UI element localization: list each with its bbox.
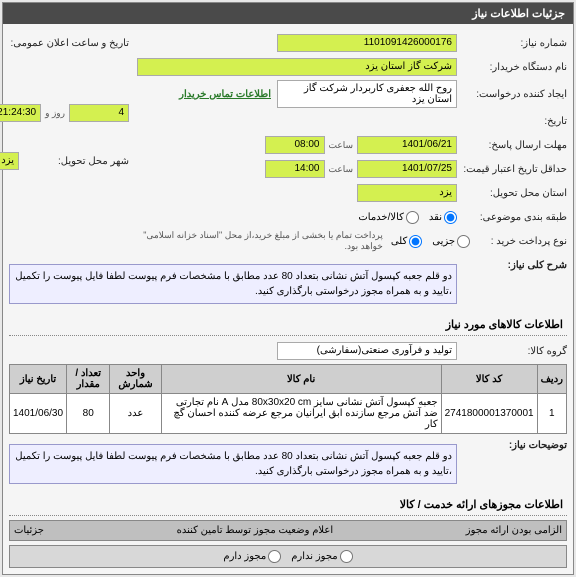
credit-date-field: 1401/07/25 bbox=[357, 160, 457, 178]
tx-city-field: یزد bbox=[0, 152, 19, 170]
settle-cash-radio[interactable] bbox=[444, 211, 457, 224]
pay-full-radio[interactable] bbox=[409, 235, 422, 248]
pay-full-option[interactable]: کلی bbox=[391, 235, 422, 248]
col-row: ردیف bbox=[537, 365, 566, 394]
goods-group-field: تولید و فرآوری صنعتی(سفارشی) bbox=[277, 342, 457, 360]
tx-province-label: استان محل تحویل: bbox=[457, 188, 567, 199]
permits-section-title: اطلاعات مجوزهای ارائه خدمت / کالا bbox=[9, 494, 567, 516]
time-label-1: ساعت bbox=[329, 140, 354, 151]
tx-province-field: یزد bbox=[357, 184, 457, 202]
col-unit: واحد شمارش bbox=[110, 365, 161, 394]
col-code: کد کالا bbox=[441, 365, 537, 394]
payment-radio-group: جزیی کلی bbox=[391, 235, 470, 248]
goods-notes-box: دو قلم جعبه کپسول آتش نشانی بتعداد 80 عد… bbox=[9, 444, 457, 484]
credit-time-field: 14:00 bbox=[265, 160, 325, 178]
pay-partial-radio[interactable] bbox=[457, 235, 470, 248]
need-details-panel: جزئیات اطلاعات نیاز شماره نیاز: 11010914… bbox=[2, 2, 574, 575]
panel-title: جزئیات اطلاعات نیاز bbox=[3, 3, 573, 24]
col-qty: تعداد / مقدار bbox=[67, 365, 110, 394]
reply-deadline-label: مهلت ارسال پاسخ: bbox=[457, 140, 567, 151]
goods-notes-label: توضیحات نیاز: bbox=[457, 440, 567, 451]
cell-date: 1401/06/30 bbox=[10, 394, 67, 434]
permits-status-title: اعلام وضعیت مجوز توسط تامین کننده bbox=[177, 525, 334, 536]
cell-qty: 80 bbox=[67, 394, 110, 434]
days-field: 4 bbox=[69, 104, 129, 122]
goods-table: ردیف کد کالا نام کالا واحد شمارش تعداد /… bbox=[9, 364, 567, 434]
remaining-field: 21:24:30 bbox=[0, 104, 41, 122]
payment-note: پرداخت تمام یا بخشی از مبلغ خرید،از محل … bbox=[137, 230, 383, 252]
goods-group-label: گروه کالا: bbox=[457, 346, 567, 357]
cell-row: 1 bbox=[537, 394, 566, 434]
credit-date-label: حداقل تاریخ اعتبار قیمت: bbox=[457, 164, 567, 175]
col-date: تاریخ نیاز bbox=[10, 365, 67, 394]
buyer-field: شرکت گاز استان یزد bbox=[137, 58, 457, 76]
need-desc-label: شرح کلی نیاز: bbox=[457, 260, 567, 271]
settle-goods-radio[interactable] bbox=[406, 211, 419, 224]
goods-section-title: اطلاعات کالاهای مورد نیاز bbox=[9, 314, 567, 336]
table-row: 1 2741800001370001 جعبه کپسول آتش نشانی … bbox=[10, 394, 567, 434]
settle-radio-group: نقد کالا/خدمات bbox=[358, 211, 457, 224]
cell-name: جعبه کپسول آتش نشانی سایز 80x30x20 cm مد… bbox=[161, 394, 441, 434]
settle-cash-option[interactable]: نقد bbox=[429, 211, 457, 224]
requester-label: ایجاد کننده درخواست: bbox=[457, 89, 567, 100]
need-no-field: 1101091426000176 bbox=[277, 34, 457, 52]
permits-mandatory-label: الزامی بودن ارائه مجوز bbox=[466, 525, 562, 536]
buyer-label: نام دستگاه خریدار: bbox=[457, 62, 567, 73]
time-label-2: ساعت bbox=[329, 164, 354, 175]
requester-field: روح الله جعفری کاربردار شرکت گاز استان ی… bbox=[277, 80, 457, 108]
cell-unit: عدد bbox=[110, 394, 161, 434]
payment-label: نوع پرداخت خرید : bbox=[470, 236, 567, 247]
cell-code: 2741800001370001 bbox=[441, 394, 537, 434]
history-label: تاریخ: bbox=[457, 116, 567, 127]
public-date-label: تاریخ و ساعت اعلان عمومی: bbox=[0, 38, 129, 49]
settle-goods-option[interactable]: کالا/خدمات bbox=[358, 211, 419, 224]
reply-time-field: 08:00 bbox=[265, 136, 325, 154]
tx-city-label: شهر محل تحویل: bbox=[19, 156, 129, 167]
reply-date-field: 1401/06/21 bbox=[357, 136, 457, 154]
col-name: نام کالا bbox=[161, 365, 441, 394]
days-label: روز و bbox=[45, 108, 65, 119]
need-desc-box: دو قلم جعبه کپسول آتش نشانی بتعداد 80 عد… bbox=[9, 264, 457, 304]
settle-label: طبقه بندی موضوعی: bbox=[457, 212, 567, 223]
pay-partial-option[interactable]: جزیی bbox=[432, 235, 470, 248]
permits-detail-label: جزئیات bbox=[14, 525, 44, 536]
permits-header-bar: الزامی بودن ارائه مجوز اعلام وضعیت مجوز … bbox=[9, 520, 567, 541]
contact-link[interactable]: اطلاعات تماس خریدار bbox=[179, 89, 271, 100]
need-no-label: شماره نیاز: bbox=[457, 38, 567, 49]
